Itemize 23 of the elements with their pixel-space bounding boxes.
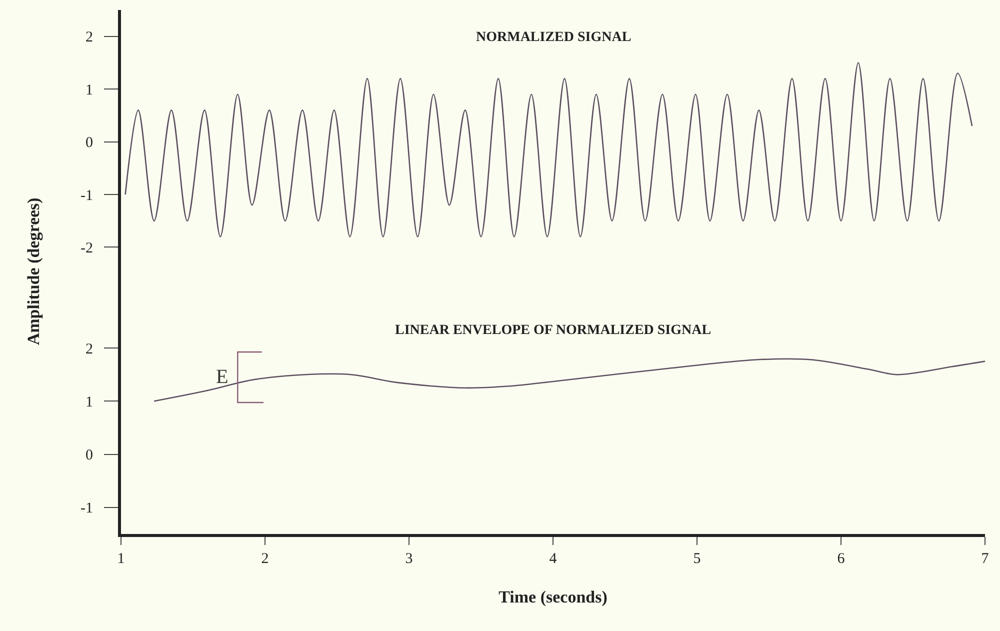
x-tick-label: 3 — [405, 551, 413, 567]
y-tick-label: 0 — [86, 448, 93, 464]
line-series — [124, 62, 973, 238]
y-tick-label: -1 — [80, 500, 93, 517]
y-axis-title: Amplitude (degrees) — [24, 198, 44, 346]
y-tick-label: 2 — [86, 30, 93, 46]
x-tick-label: 6 — [837, 551, 846, 567]
y-tick-label: 1 — [86, 82, 93, 98]
text: NORMALIZED SIGNAL — [476, 30, 632, 45]
annotation: E — [216, 366, 228, 388]
line-series — [153, 358, 985, 402]
y-tick-label: -1 — [80, 188, 93, 204]
y-tick-label: 2 — [86, 341, 93, 358]
x-tick-label: 2 — [261, 551, 269, 567]
x-tick-label: 1 — [117, 551, 125, 567]
x-tick-label: 7 — [981, 551, 990, 567]
x-axis-title: Time (seconds) — [498, 587, 608, 606]
x-tick-label: 4 — [549, 551, 558, 567]
y-tick-label: 1 — [86, 394, 93, 410]
y-tick-label: -2 — [80, 240, 93, 256]
y-tick-label: 0 — [86, 135, 93, 152]
x-tick-label: 5 — [693, 551, 701, 567]
text: LINEAR ENVELOPE OF NORMALIZED SIGNAL — [395, 323, 712, 338]
